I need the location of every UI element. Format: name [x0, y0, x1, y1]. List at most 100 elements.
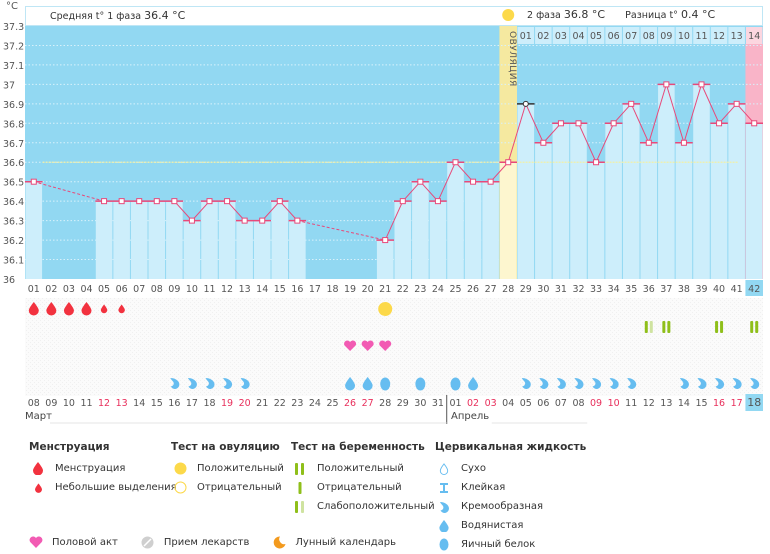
temperature-point	[153, 198, 160, 205]
legend-label: Положительный	[197, 463, 284, 474]
temperature-line-segment	[736, 103, 755, 124]
blood-drop-icon	[29, 462, 47, 476]
legend-menstruation: Менструация Менструация Небольшие выделе…	[29, 441, 177, 497]
temperature-point	[188, 217, 195, 224]
legend-label: Клейкая	[461, 482, 506, 493]
luteal-day-label: 14	[748, 31, 760, 42]
calendar-date-label: 31	[432, 398, 444, 409]
temperature-bar	[183, 220, 201, 279]
cycle-day-label: 34	[608, 284, 620, 295]
y-tick-label: 36	[3, 275, 15, 286]
creamy-icon	[240, 378, 250, 389]
watery-drop-icon	[468, 377, 479, 391]
calendar-date-label: 13	[116, 398, 128, 409]
temperature-point	[716, 120, 723, 127]
cycle-day-label: 22	[397, 284, 409, 295]
temperature-bar	[552, 123, 570, 279]
legend-item: Положительный	[291, 459, 435, 478]
luteal-day-cell	[570, 27, 587, 44]
calendar-date-label: 19	[221, 398, 233, 409]
creamy-icon	[539, 378, 549, 389]
luteal-day-cell	[605, 27, 622, 44]
temperature-point	[698, 81, 705, 88]
legend-item: Небольшие выделения	[29, 478, 177, 497]
temperature-point	[645, 139, 652, 146]
temperature-point	[470, 178, 477, 185]
creamy-icon	[609, 378, 619, 389]
luteal-day-cell	[675, 27, 693, 44]
diff-label: Разница t°	[625, 10, 678, 21]
calendar-date-label: 22	[274, 398, 286, 409]
legend-label: Слабоположительный	[317, 501, 435, 512]
calendar-date-label: 01	[449, 398, 461, 409]
cycle-day-label: 32	[572, 284, 584, 295]
legend-intercourse: Половой акт	[28, 535, 118, 549]
luteal-day-cell	[535, 27, 552, 44]
temperature-bar	[394, 201, 412, 279]
temperature-point	[733, 100, 740, 107]
luteal-day-cell	[658, 27, 675, 44]
luteal-day-cell	[587, 27, 605, 44]
calendar-date-label: 10	[608, 398, 620, 409]
cycle-day-label: 21	[379, 284, 391, 295]
pregnancy-test-line	[644, 321, 648, 333]
calendar-date-label: 16	[713, 398, 725, 409]
cycle-day-label: 13	[239, 284, 251, 295]
legend-label: Небольшие выделения	[55, 482, 177, 493]
legend-item: Отрицательный	[171, 478, 284, 497]
legend-moon: Лунный календарь	[271, 535, 396, 549]
calendar-date-label: 17	[186, 398, 198, 409]
cycle-day-label: 24	[432, 284, 444, 295]
temperature-bar	[412, 181, 429, 279]
temperature-line-segment	[402, 181, 421, 202]
temperature-point	[276, 198, 283, 205]
cycle-day-label: 33	[590, 284, 602, 295]
sticky-icon	[435, 481, 453, 495]
creamy-icon	[697, 378, 707, 389]
calendar-date-label: 03	[485, 398, 497, 409]
calendar-date-label: 02	[467, 398, 479, 409]
cycle-day-label: 14	[256, 284, 268, 295]
legend-cervical-fluid: Цервикальная жидкость Сухо Клейкая Кремо…	[435, 441, 586, 554]
y-tick-label: 37.3	[3, 22, 24, 33]
temperature-bar	[640, 142, 658, 279]
temperature-line-segment	[665, 84, 685, 143]
luteal-day-cell	[622, 27, 640, 44]
watery-drop-icon	[362, 377, 373, 391]
legend-label: Отрицательный	[317, 482, 402, 493]
temperature-point	[136, 198, 143, 205]
cycle-day-label: 09	[168, 284, 180, 295]
temperature-line-segment	[384, 200, 404, 241]
temperature-bar	[535, 142, 552, 279]
creamy-icon	[732, 378, 742, 389]
legend-label: Яичный белок	[461, 539, 536, 550]
legend-medication: Прием лекарств	[140, 535, 249, 549]
pregnancy-test-line	[662, 321, 666, 333]
header-box	[25, 6, 763, 26]
small-blood-drop-icon	[100, 304, 108, 314]
ovulation-negative-icon	[171, 481, 189, 495]
legend-item: Положительный	[171, 459, 284, 478]
temperature-bar	[289, 220, 306, 279]
temperature-bar	[605, 123, 622, 279]
temperature-bar	[675, 142, 693, 279]
temperature-bar	[482, 181, 499, 279]
temperature-bar	[499, 162, 517, 279]
cycle-day-label: 11	[203, 284, 215, 295]
cycle-day-label: 19	[344, 284, 356, 295]
temperature-line-segment	[191, 200, 210, 221]
cycle-day-label: 10	[186, 284, 198, 295]
watery-drop-icon	[345, 377, 356, 391]
temperature-point	[259, 217, 266, 224]
calendar-date-label: 13	[660, 398, 672, 409]
temperature-bar	[429, 201, 447, 279]
legend-title: Менструация	[29, 441, 110, 453]
y-tick-label: 36.2	[3, 236, 24, 247]
pregnancy-test-line	[750, 321, 754, 333]
cycle-day-label: 02	[45, 284, 57, 295]
pregnancy-weak-icon	[291, 500, 309, 514]
luteal-day-cell	[640, 27, 658, 44]
calendar-date-label: 20	[239, 398, 251, 409]
luteal-day-label: 01	[520, 31, 532, 42]
temperature-line-segment	[648, 84, 667, 143]
